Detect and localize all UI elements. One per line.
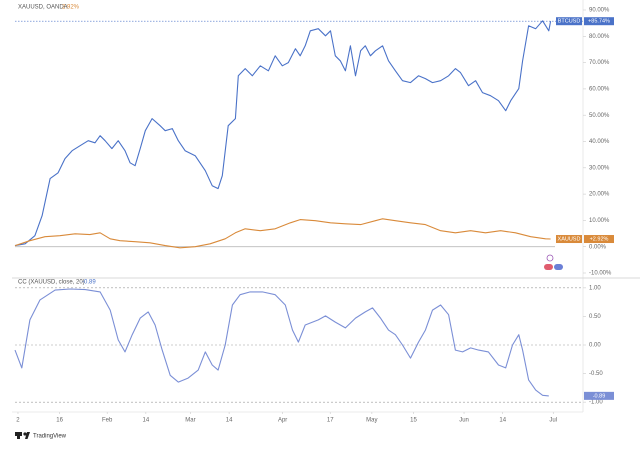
series-line [14, 218, 551, 249]
value-badge [584, 17, 614, 26]
value-badge-label: -0.89 [593, 393, 606, 399]
x-tick-label: Jul [549, 418, 557, 424]
x-tick-label: Feb [102, 418, 113, 424]
x-tick-label: 16 [56, 418, 63, 424]
series-badge [556, 17, 582, 26]
y-tick-label: 90.00% [589, 8, 610, 14]
y-tick-label: -1.00 [589, 400, 603, 406]
y-tick-label: 10.00% [589, 218, 610, 224]
y-tick-label: 30.00% [589, 165, 610, 171]
series-badge-label: BTCUSD [558, 19, 581, 25]
x-tick-label: 14 [499, 418, 506, 424]
y-tick-label: 60.00% [589, 86, 610, 92]
x-tick-label: 14 [226, 418, 233, 424]
y-tick-label: 1.00 [589, 285, 601, 291]
series-line [14, 288, 549, 397]
value-badge-label: +2.92% [590, 236, 609, 242]
x-tick-label: Jun [459, 418, 469, 424]
series-badge-label: XAUUSD [558, 236, 581, 242]
y-tick-label: 20.00% [589, 192, 610, 198]
indicator-value: -0.89 [82, 280, 96, 286]
series-badge [556, 235, 582, 244]
series-line [14, 20, 552, 247]
y-tick-label: 0.00 [589, 343, 601, 349]
value-badge [584, 235, 614, 244]
value-badge-label: +85.74% [588, 19, 610, 25]
indicator-title: CC (XAUUSD, close, 20) [18, 280, 85, 286]
x-tick-label: 14 [143, 418, 150, 424]
y-tick-label: 0.00% [589, 244, 607, 250]
brand-logo [15, 432, 30, 439]
x-tick-label: Mar [185, 418, 195, 424]
legend-value: 2.92% [62, 5, 80, 11]
x-tick-label: Apr [278, 418, 287, 424]
pane-icons [544, 254, 563, 270]
brand-name: TradingView [33, 434, 67, 440]
y-tick-label: 80.00% [589, 34, 610, 40]
x-tick-label: May [366, 418, 377, 424]
legend-name: XAUUSD, OANDA [18, 5, 68, 11]
y-tick-label: -10.00% [589, 271, 612, 277]
y-tick-label: 0.50 [589, 314, 601, 320]
x-tick-label: 15 [410, 418, 417, 424]
x-tick-label: 2 [16, 418, 20, 424]
value-badge [584, 391, 614, 400]
x-tick-label: 17 [327, 418, 334, 424]
y-tick-label: -0.50 [589, 371, 603, 377]
y-tick-label: 70.00% [589, 60, 610, 66]
y-tick-label: 40.00% [589, 139, 610, 145]
y-tick-label: 50.00% [589, 113, 610, 119]
